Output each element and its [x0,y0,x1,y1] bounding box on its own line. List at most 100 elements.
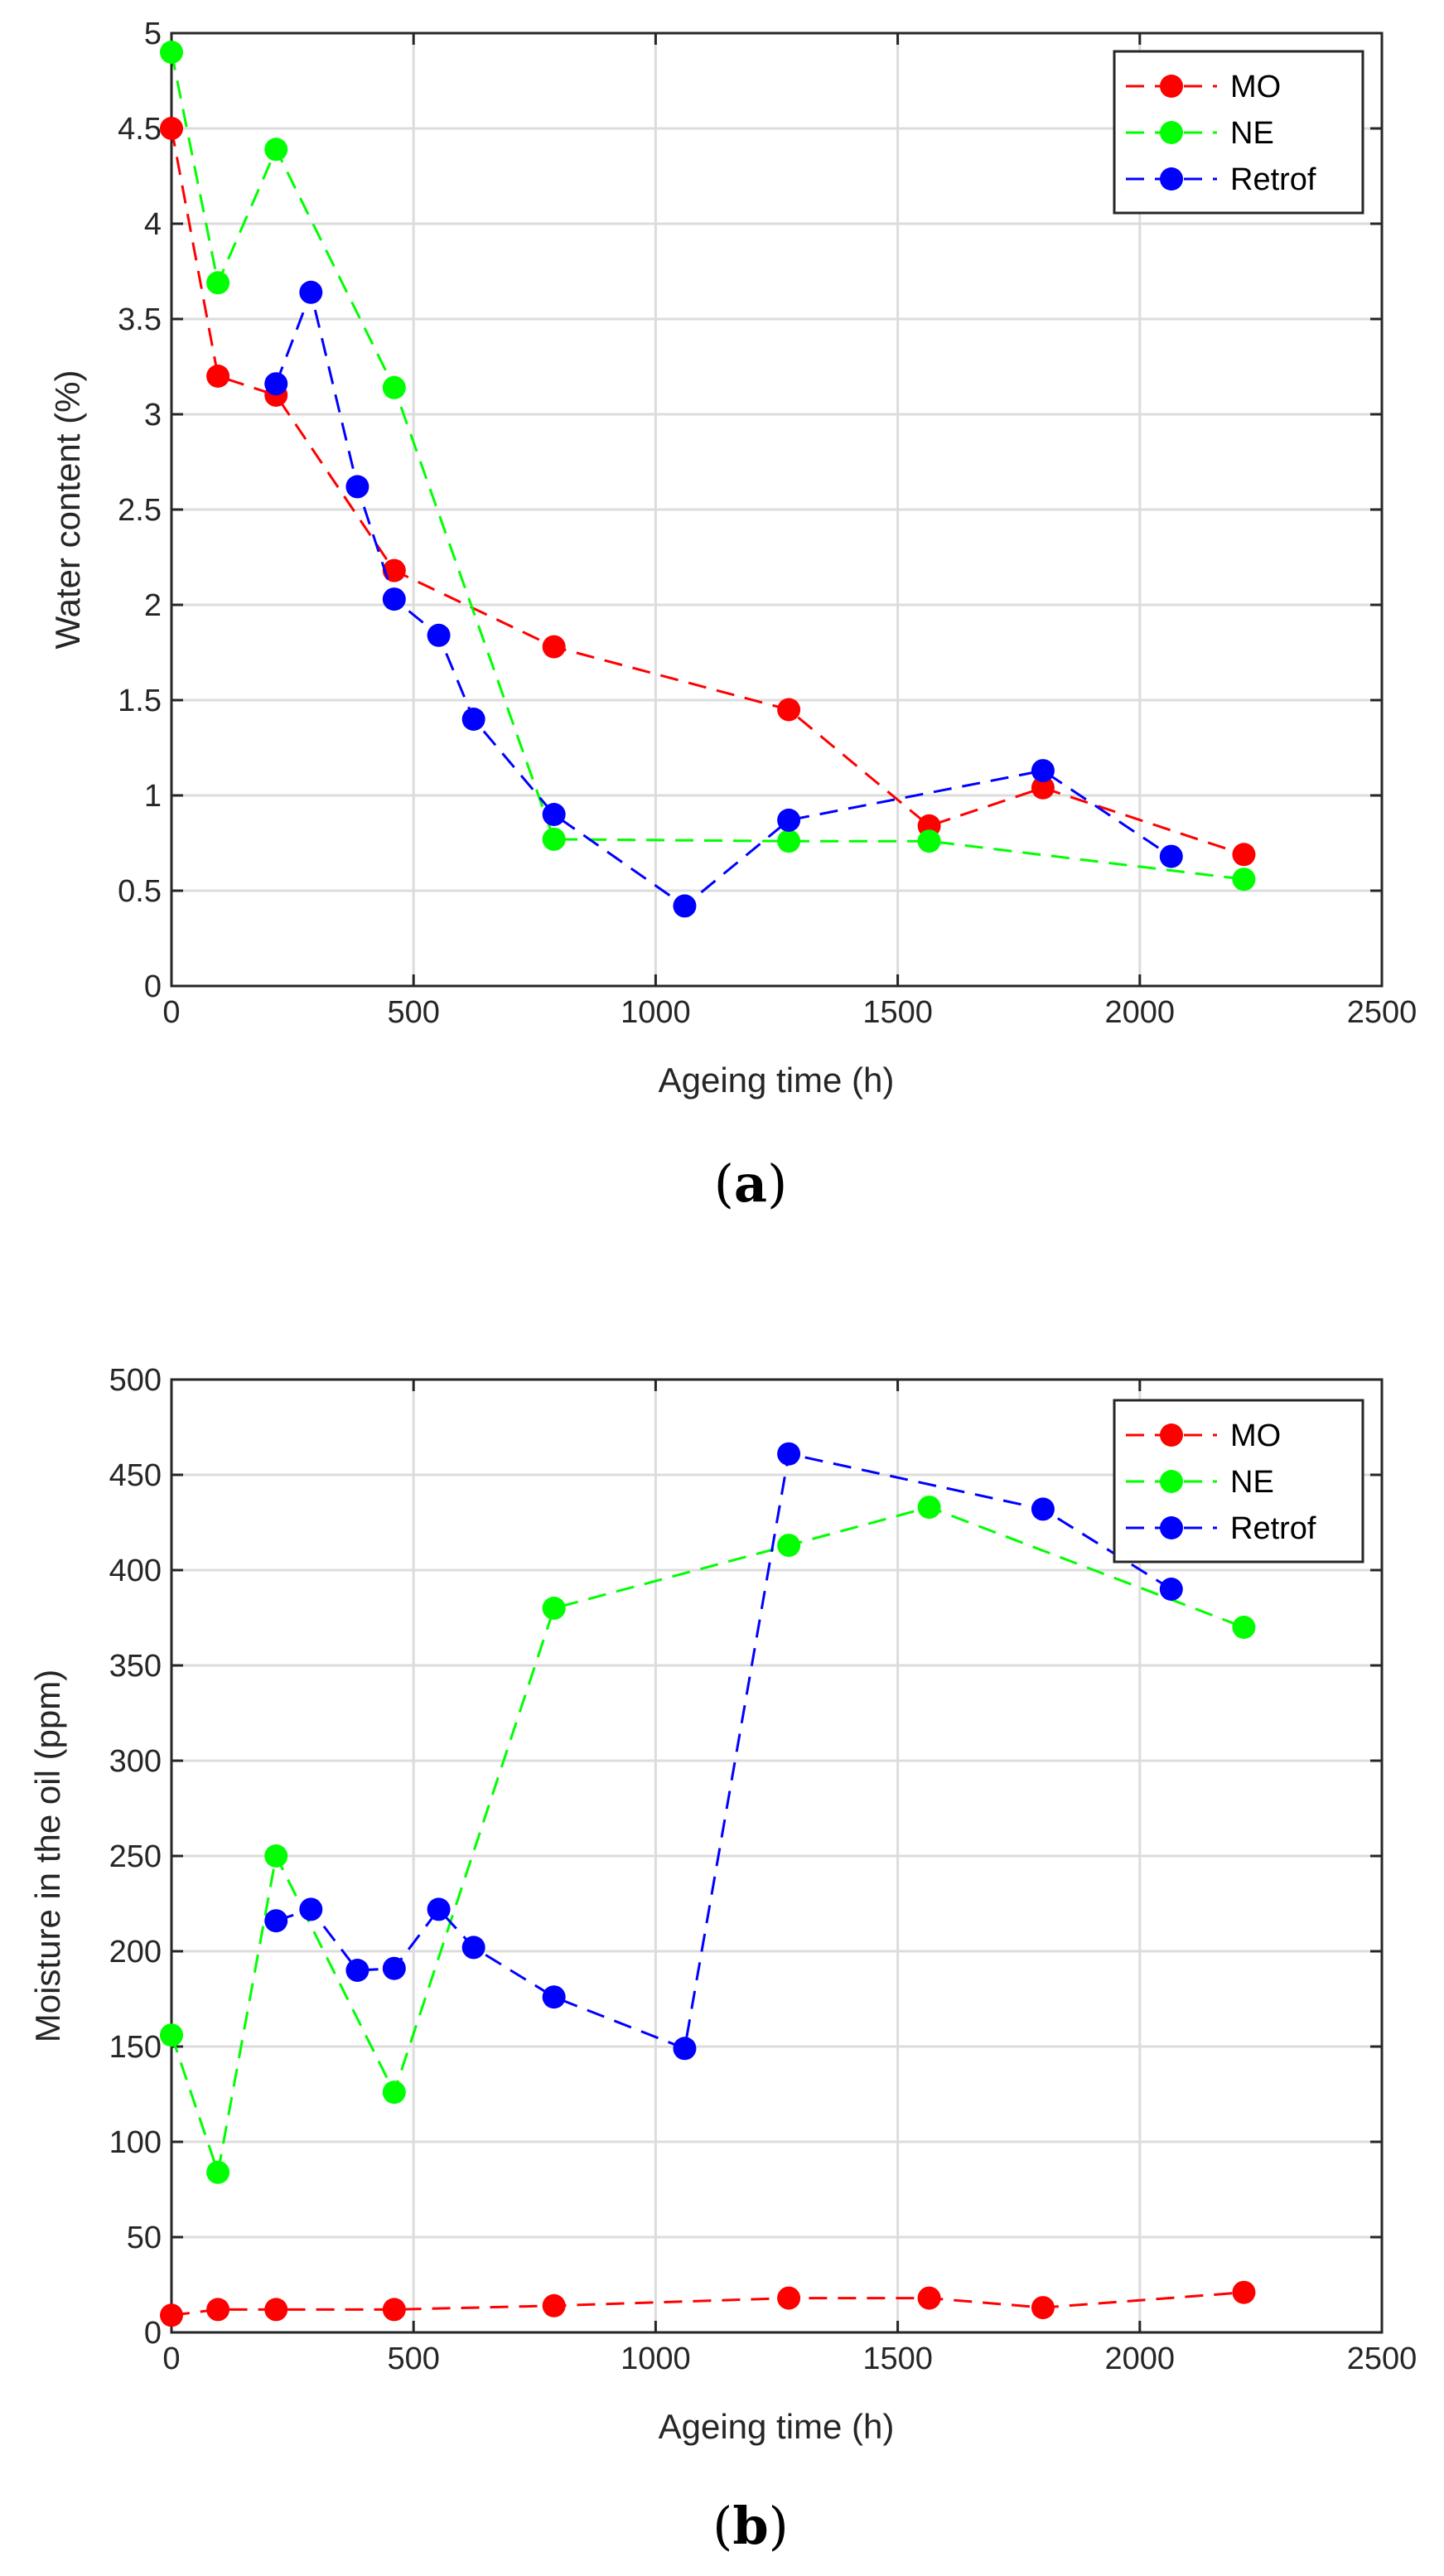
x-tick-label-a: 1500 [862,995,933,1030]
y-tick-label-a: 4 [144,207,162,242]
legend-label-mo-a: MO [1230,70,1281,104]
data-point-mo-a [1232,843,1256,867]
x-tick-label-a: 0 [162,995,180,1030]
grid-lines-a [171,33,1382,986]
legend-marker-retrof-a [1160,167,1183,191]
y-tick-label-b: 50 [127,2221,162,2255]
y-tick-label-b: 500 [109,1363,162,1398]
x-tick-label-a: 2000 [1105,995,1176,1030]
data-point-retrof-b [461,1936,485,1960]
data-point-mo-a [160,117,183,140]
data-point-mo-b [1232,2280,1256,2304]
legend-label-retrof-a: Retrof [1230,162,1316,197]
data-point-ne-b [917,1496,941,1520]
data-point-retrof-b [345,1959,369,1982]
data-point-ne-b [777,1534,801,1558]
legend-label-mo-b: MO [1230,1418,1281,1453]
data-point-retrof-a [542,803,566,826]
y-tick-label-b: 350 [109,1649,162,1684]
data-point-retrof-b [1031,1497,1055,1521]
data-point-ne-a [160,41,183,64]
x-tick-label-a: 1000 [621,995,691,1030]
data-point-retrof-b [1159,1578,1183,1601]
data-point-ne-a [917,829,941,853]
data-point-mo-a [777,698,801,722]
data-point-retrof-b [673,2037,697,2061]
legend-marker-retrof-b [1160,1516,1183,1539]
y-tick-label-a: 2 [144,588,162,623]
panel-label-b: (b) [712,2496,789,2556]
chart-panel-b: 0 500 1000 1500 2000 2500 0 50 100 150 200 250 300 35… [28,1363,1417,2556]
data-point-mo-b [777,2286,801,2310]
x-tick-label-a: 500 [387,995,439,1030]
chart-panel-a: 0 500 1000 1500 2000 2500 0 0.5 1 1.5 2 2.5 3 3.5 4 4.5… [48,17,1417,1214]
data-point-retrof-a [673,894,697,918]
data-point-retrof-a [345,475,369,499]
data-point-mo-b [917,2286,941,2310]
legend-label-retrof-b: Retrof [1230,1511,1316,1546]
series-line-ne-b [170,1505,1244,2177]
y-tick-label-b: 250 [109,1839,162,1874]
x-tick-label-b: 1000 [621,2342,691,2376]
y-tick-label-b: 300 [109,1744,162,1779]
data-point-ne-a [264,138,288,162]
data-point-ne-a [206,271,230,295]
legend-a: MO NE Retrof [1113,50,1364,215]
data-point-mo-b [382,2298,406,2322]
data-point-mo-a [1031,776,1055,800]
panel-label-letter-a: a [734,1153,767,1214]
panel-label-a: (a) [714,1153,788,1214]
legend-label-ne-b: NE [1230,1465,1274,1500]
data-point-retrof-a [1159,844,1183,868]
data-point-retrof-b [299,1897,323,1921]
data-point-retrof-a [1031,759,1055,783]
data-point-mo-b [264,2298,288,2322]
y-tick-label-a: 0 [144,969,162,1004]
y-tick-label-a: 4.5 [118,112,162,147]
legend-b: MO NE Retrof [1113,1399,1364,1563]
data-point-retrof-a [461,708,485,731]
legend-marker-mo-a [1160,75,1183,98]
data-point-retrof-a [264,372,288,396]
x-axis-label-a: Ageing time (h) [659,1061,895,1100]
data-point-mo-b [206,2298,230,2322]
data-point-mo-b [542,2293,566,2317]
data-point-retrof-b [382,1956,406,1980]
y-axis-label-b: Moisture in the oil (ppm) [28,1670,67,2043]
series-b [160,1442,1256,2327]
y-tick-label-a: 5 [144,17,162,51]
series-a [160,41,1256,918]
panel-label-letter-b: b [732,2496,768,2556]
data-point-ne-a [777,829,801,853]
data-point-ne-b [542,1597,566,1620]
data-point-retrof-a [427,623,451,647]
y-tick-label-b: 450 [109,1458,162,1493]
y-tick-label-a: 1 [144,779,162,814]
x-tick-label-a: 2500 [1347,995,1417,1030]
x-tick-label-b: 2000 [1105,2342,1176,2376]
data-point-mo-b [160,2303,183,2327]
x-tick-label-b: 500 [387,2342,439,2376]
legend-marker-ne-b [1160,1470,1183,1493]
x-tick-label-b: 0 [162,2342,180,2376]
data-point-ne-b [1232,1616,1256,1639]
data-point-mo-a [382,558,406,582]
y-tick-label-b: 0 [144,2316,162,2351]
data-point-mo-a [206,365,230,388]
data-point-retrof-b [264,1909,288,1933]
data-point-ne-b [264,1844,288,1868]
x-tick-label-b: 2500 [1347,2342,1417,2376]
x-tick-label-b: 1500 [862,2342,933,2376]
data-point-mo-b [1031,2296,1055,2320]
data-point-retrof-a [382,587,406,611]
y-tick-label-a: 1.5 [118,684,162,718]
data-point-retrof-b [777,1442,801,1466]
y-tick-label-a: 2.5 [118,493,162,528]
y-tick-label-a: 0.5 [118,874,162,909]
series-line-ne-a [170,51,1244,881]
y-axis-label-a: Water content (%) [48,370,87,650]
data-point-retrof-b [427,1897,451,1921]
y-tick-label-b: 150 [109,2030,162,2065]
data-point-retrof-a [777,808,801,832]
